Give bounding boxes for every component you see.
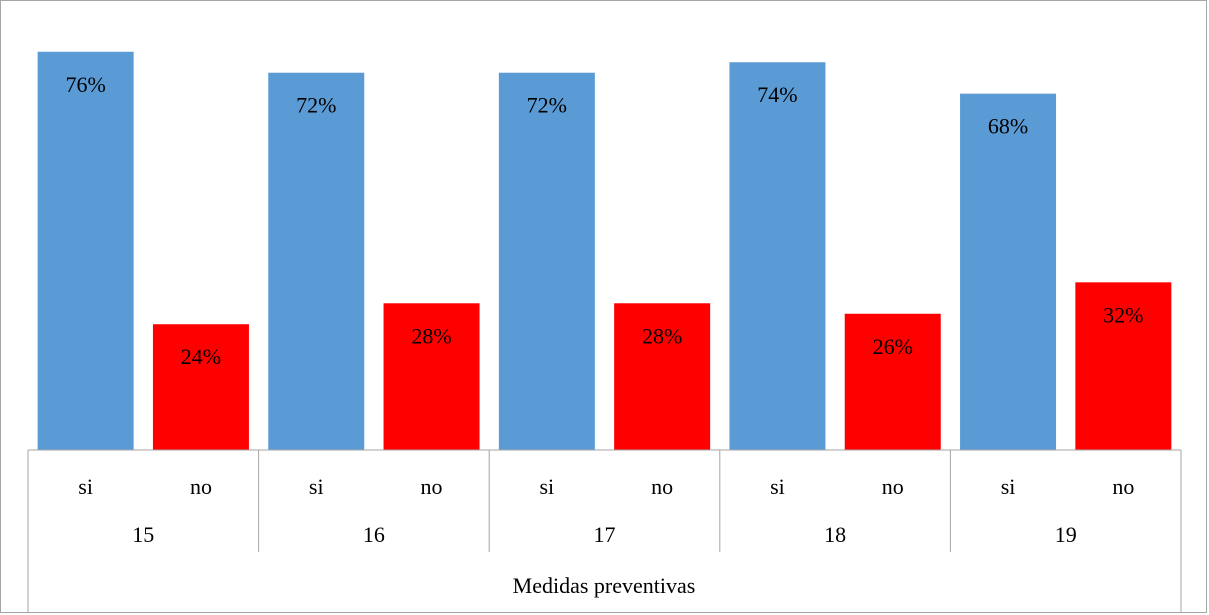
data-label-18-no: 26%: [873, 334, 913, 359]
bar-15-no: [152, 324, 249, 450]
data-label-16-si: 72%: [296, 93, 336, 118]
tick-label-no: no: [1112, 474, 1134, 499]
tick-label-si: si: [1001, 474, 1016, 499]
tick-label-no: no: [421, 474, 443, 499]
data-label-19-no: 32%: [1103, 302, 1143, 327]
bar-16-no: [383, 303, 480, 450]
x-axis-title: Medidas preventivas: [513, 573, 696, 598]
tick-label-si: si: [540, 474, 555, 499]
bar-18-no: [844, 313, 941, 450]
bar-18-si: [729, 62, 826, 451]
tick-label-si: si: [770, 474, 785, 499]
tick-label-no: no: [651, 474, 673, 499]
group-label-15: 15: [132, 522, 154, 547]
tick-label-si: si: [78, 474, 93, 499]
group-label-17: 17: [594, 522, 616, 547]
bar-17-no: [614, 303, 711, 450]
bars-layer: [37, 51, 1172, 451]
data-label-15-no: 24%: [181, 344, 221, 369]
tick-label-no: no: [882, 474, 904, 499]
group-label-18: 18: [824, 522, 846, 547]
data-label-17-no: 28%: [642, 323, 682, 348]
bar-19-no: [1075, 282, 1172, 450]
labels-layer: 76% si 24% no 15 72% si 28% no 16 72% si 28% no 17 74% s…: [65, 72, 1143, 547]
bar-15-si: [37, 51, 134, 450]
bar-16-si: [268, 72, 365, 450]
bar-17-si: [498, 72, 595, 450]
data-label-18-si: 74%: [757, 82, 797, 107]
group-label-16: 16: [363, 522, 385, 547]
group-label-19: 19: [1055, 522, 1077, 547]
data-label-15-si: 76%: [65, 72, 105, 97]
data-label-16-no: 28%: [411, 323, 451, 348]
tick-label-no: no: [190, 474, 212, 499]
data-label-19-si: 68%: [988, 114, 1028, 139]
data-label-17-si: 72%: [527, 93, 567, 118]
bar-19-si: [960, 93, 1057, 451]
category-axis: [27, 449, 1182, 613]
tick-label-si: si: [309, 474, 324, 499]
